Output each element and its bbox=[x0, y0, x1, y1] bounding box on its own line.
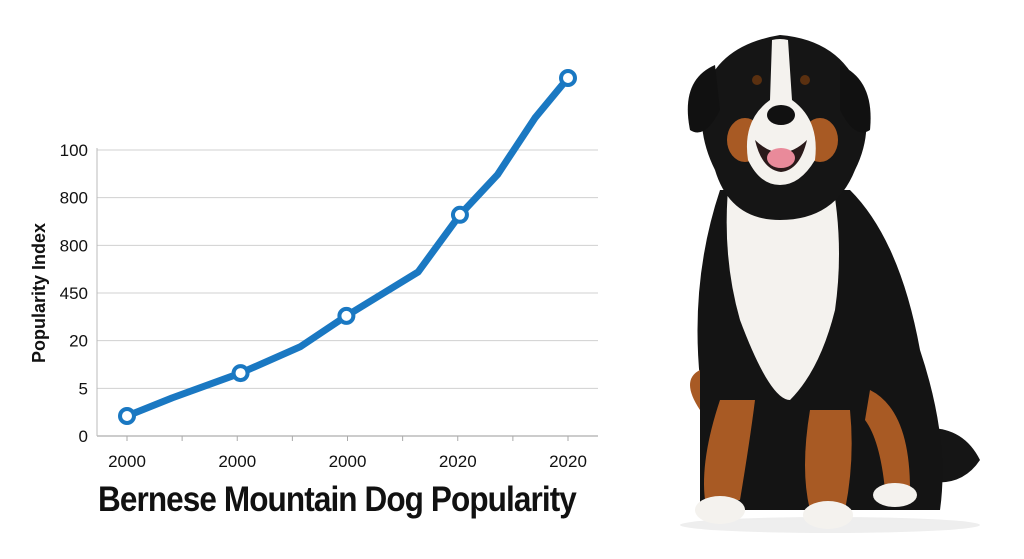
y-tick-label: 5 bbox=[79, 379, 88, 398]
data-point bbox=[559, 68, 577, 87]
series-line bbox=[123, 74, 572, 420]
y-tick-label: 800 bbox=[60, 189, 88, 208]
x-tick-label: 2000 bbox=[108, 452, 146, 471]
line-chart: 0 5 20 450 800 800 100 2000 2000 2000 2020 2020 Popu… bbox=[29, 68, 598, 471]
x-tick-label: 2000 bbox=[218, 452, 256, 471]
x-tick-label: 2000 bbox=[329, 452, 367, 471]
y-axis-label: Popularity Index bbox=[29, 223, 49, 363]
x-tick-label: 2020 bbox=[549, 452, 587, 471]
chart-title: Bernese Mountain Dog Popularity bbox=[98, 480, 577, 519]
bernese-mountain-dog-photo bbox=[680, 35, 980, 533]
x-tick-label: 2020 bbox=[439, 452, 477, 471]
y-tick-label: 800 bbox=[60, 236, 88, 255]
data-point bbox=[337, 306, 356, 325]
y-tick-label: 0 bbox=[79, 427, 88, 446]
y-tick-label: 100 bbox=[60, 141, 88, 160]
data-point bbox=[118, 406, 136, 425]
y-tick-label: 450 bbox=[60, 284, 88, 303]
data-point bbox=[450, 205, 469, 224]
y-tick-label: 20 bbox=[69, 332, 88, 351]
data-point bbox=[231, 364, 250, 383]
